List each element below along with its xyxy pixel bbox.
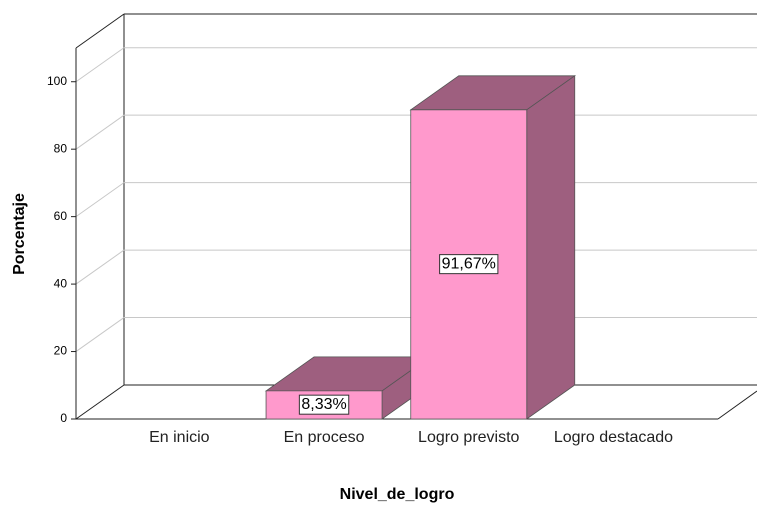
y-tick-label: 0 [60,411,67,425]
x-tick-label: En proceso [283,429,365,446]
grid-line [75,47,125,83]
x-tick-label: En inicio [149,429,210,446]
grid-line [75,182,125,218]
floor-edge [717,390,757,420]
x-axis-title: Nivel_de_logro [340,486,455,503]
y-tick-label: 60 [54,209,68,223]
x-tick-label: Logro destacado [553,429,674,446]
y-axis-title: Porcentaje [11,193,28,275]
wall-edge [75,13,125,49]
data-label-box [439,254,499,275]
bar [409,75,577,420]
x-tick-label: Logro previsto [418,429,520,446]
grid-line [75,384,125,420]
data-label: 91,67% [442,256,496,273]
y-tick-label: 40 [54,276,68,290]
grid-line [75,114,125,150]
y-tick-label: 20 [54,344,68,358]
y-tick-label: 80 [54,141,68,155]
data-label: 8,33% [301,396,346,413]
grid-line [75,249,125,285]
grid-line [75,317,125,352]
bar-side [526,75,576,420]
y-tick-label: 100 [47,74,67,88]
data-label-box [298,394,350,415]
